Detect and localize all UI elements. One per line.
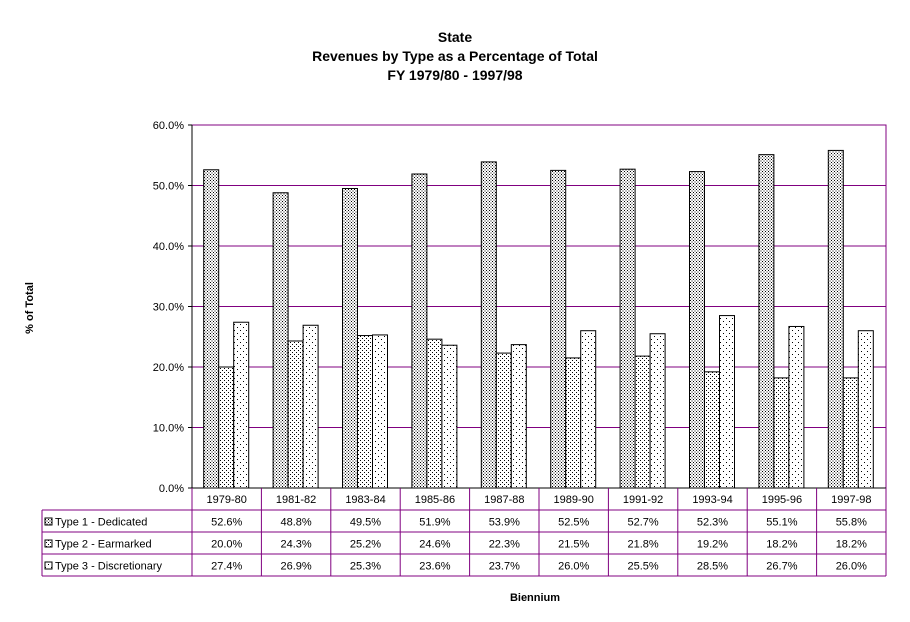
y-tick-label: 20.0% <box>153 362 184 374</box>
table-cell: 26.7% <box>766 561 797 573</box>
y-tick-label: 10.0% <box>153 423 184 435</box>
y-tick-label: 40.0% <box>153 241 184 253</box>
legend-swatch <box>44 561 53 570</box>
table-cell: 21.8% <box>627 539 658 551</box>
table-cell: 48.8% <box>280 517 311 529</box>
bar-series-2-1983-84 <box>357 335 373 489</box>
table-cell: 18.2% <box>836 539 867 551</box>
table-cell: 26.0% <box>558 561 589 573</box>
data-table: 1979-80 1981-82 1983-84 1985-86 1987-88 1989-… <box>41 488 887 577</box>
bar-series-1-1979-80 <box>203 169 220 489</box>
bar-series-3-1997-98 <box>857 330 874 489</box>
table-cell: 49.5% <box>350 517 381 529</box>
y-tick-label: 30.0% <box>153 302 184 314</box>
category-label: 1993-94 <box>692 494 732 506</box>
table-cell: 26.0% <box>836 561 867 573</box>
table-cell: 52.3% <box>697 517 728 529</box>
table-cell: 21.5% <box>558 539 589 551</box>
category-label: 1995-96 <box>762 494 802 506</box>
legend-entry: Type 3 - Discretionary <box>55 561 162 573</box>
table-cell: 19.2% <box>697 539 728 551</box>
legend-swatch <box>44 539 53 548</box>
bar-series-1-1983-84 <box>342 188 358 489</box>
bar-series-2-1997-98 <box>842 377 859 489</box>
table-cell: 25.3% <box>350 561 381 573</box>
y-axis-label: % of Total <box>24 282 36 334</box>
table-cell: 18.2% <box>766 539 797 551</box>
legend-swatch <box>44 517 53 526</box>
bar-series-2-1987-88 <box>495 352 512 489</box>
table-cell: 26.9% <box>280 561 311 573</box>
bar-series-1-1989-90 <box>550 169 567 489</box>
category-label: 1989-90 <box>554 494 594 506</box>
category-label: 1983-84 <box>345 494 385 506</box>
bar-series-2-1979-80 <box>218 366 235 489</box>
category-label: 1991-92 <box>623 494 663 506</box>
table-cell: 52.5% <box>558 517 589 529</box>
category-label: 1985-86 <box>415 494 455 506</box>
table-cell: 23.7% <box>489 561 520 573</box>
bar-series-2-1985-86 <box>426 338 443 489</box>
y-tick-label: 60.0% <box>153 120 184 132</box>
y-tick-label: 0.0% <box>159 483 184 495</box>
legend-entry: Type 2 - Earmarked <box>55 539 152 551</box>
bar-series-3-1987-88 <box>510 344 527 489</box>
bar-series-2-1995-96 <box>773 377 790 489</box>
bar-series-1-1987-88 <box>480 161 497 489</box>
table-cell: 55.8% <box>836 517 867 529</box>
x-axis-label: Biennium <box>510 592 560 604</box>
category-label: 1997-98 <box>831 494 871 506</box>
bar-series-2-1993-94 <box>704 371 720 489</box>
bar-series-1-1991-92 <box>619 168 636 489</box>
bar-series-3-1985-86 <box>441 344 458 489</box>
bar-series-2-1981-82 <box>287 340 304 489</box>
table-cell: 23.6% <box>419 561 450 573</box>
y-tick-label: 50.0% <box>153 181 184 193</box>
table-cell: 20.0% <box>211 539 242 551</box>
table-cell: 51.9% <box>419 517 450 529</box>
bar-series-1-1997-98 <box>827 149 844 489</box>
bar-series-3-1993-94 <box>719 315 735 489</box>
category-label: 1981-82 <box>276 494 316 506</box>
chart-title-line-3: FY 1979/80 - 1997/98 <box>387 67 522 83</box>
category-label: 1987-88 <box>484 494 524 506</box>
table-cell: 24.3% <box>280 539 311 551</box>
legend-entry: Type 1 - Dedicated <box>55 517 147 529</box>
table-cell: 22.3% <box>489 539 520 551</box>
table-cell: 27.4% <box>211 561 242 573</box>
category-label: 1979-80 <box>207 494 247 506</box>
table-cell: 24.6% <box>419 539 450 551</box>
table-cell: 25.5% <box>627 561 658 573</box>
chart-title-line-2: Revenues by Type as a Percentage of Tota… <box>312 48 598 64</box>
bar-series-1-1995-96 <box>758 154 775 489</box>
table-cell: 52.7% <box>627 517 658 529</box>
bar-series-3-1981-82 <box>302 324 319 489</box>
table-cell: 52.6% <box>211 517 242 529</box>
bar-series-1-1981-82 <box>272 192 289 489</box>
bar-series-3-1989-90 <box>580 330 597 489</box>
chart-title-line-1: State <box>438 29 472 45</box>
bar-series-1-1985-86 <box>411 173 428 489</box>
table-cell: 55.1% <box>766 517 797 529</box>
bar-series-3-1991-92 <box>649 333 666 489</box>
bar-series-2-1991-92 <box>634 355 651 489</box>
bar-series-3-1983-84 <box>372 334 388 489</box>
table-cell: 53.9% <box>489 517 520 529</box>
bars <box>203 149 874 489</box>
bar-series-1-1993-94 <box>689 171 705 489</box>
bar-series-3-1995-96 <box>788 325 805 489</box>
bar-series-3-1979-80 <box>233 321 250 489</box>
table-cell: 28.5% <box>697 561 728 573</box>
bar-series-2-1989-90 <box>565 357 582 489</box>
table-cell: 25.2% <box>350 539 381 551</box>
